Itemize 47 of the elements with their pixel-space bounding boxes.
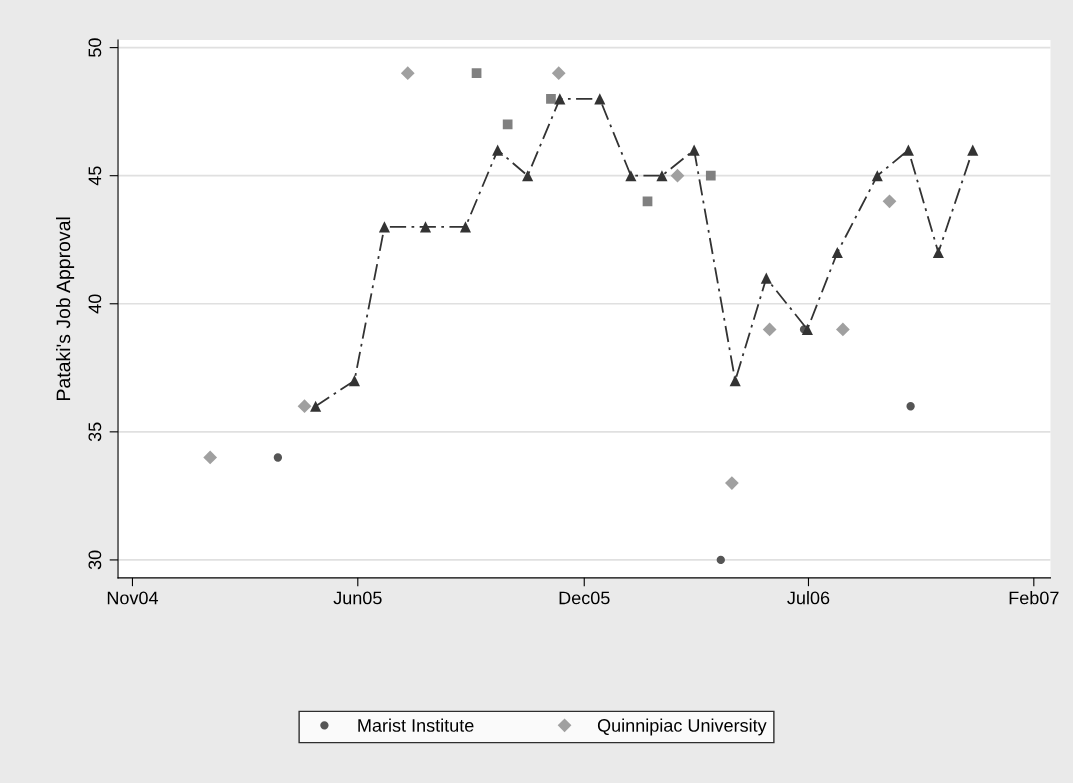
point [471,68,482,79]
point [273,453,283,462]
point [459,221,472,233]
point [882,194,897,209]
legend-label: Marist Institute [358,718,474,732]
point [348,375,361,387]
point [688,144,700,156]
x-tick-label: Jun05 [333,591,382,605]
y-tick-label: 50 [88,38,102,57]
point [801,323,813,335]
point [932,246,944,259]
point [656,170,668,182]
point [546,93,556,104]
y-axis-title: Pataki's Job Approval [55,217,75,400]
point [670,168,685,183]
x-tick-label: Jul06 [787,591,830,605]
point [762,322,777,337]
point [625,170,637,182]
point [902,144,914,156]
point [642,196,653,207]
y-tick-label: 35 [88,422,102,442]
point [522,170,534,182]
point [967,144,979,156]
point [492,144,504,156]
point [760,272,772,284]
y-tick-label: 40 [88,294,102,314]
point [310,400,322,412]
y-tick-label: 45 [88,166,102,186]
point [831,246,843,259]
point [725,476,739,490]
point [551,66,566,81]
point [906,402,915,411]
point [400,66,415,81]
y-tick-label: 30 [88,550,102,570]
point [729,375,741,387]
point [203,450,218,465]
point [419,221,432,233]
legend-label: Quinnipiac University [597,718,767,736]
x-tick-label: Nov04 [107,591,159,605]
point [502,119,513,130]
point [378,221,390,233]
point [297,399,312,414]
point [716,555,725,565]
x-tick-label: Feb07 [1009,591,1059,605]
point [705,170,716,181]
x-tick-label: Dec05 [559,591,610,605]
point [836,322,850,337]
